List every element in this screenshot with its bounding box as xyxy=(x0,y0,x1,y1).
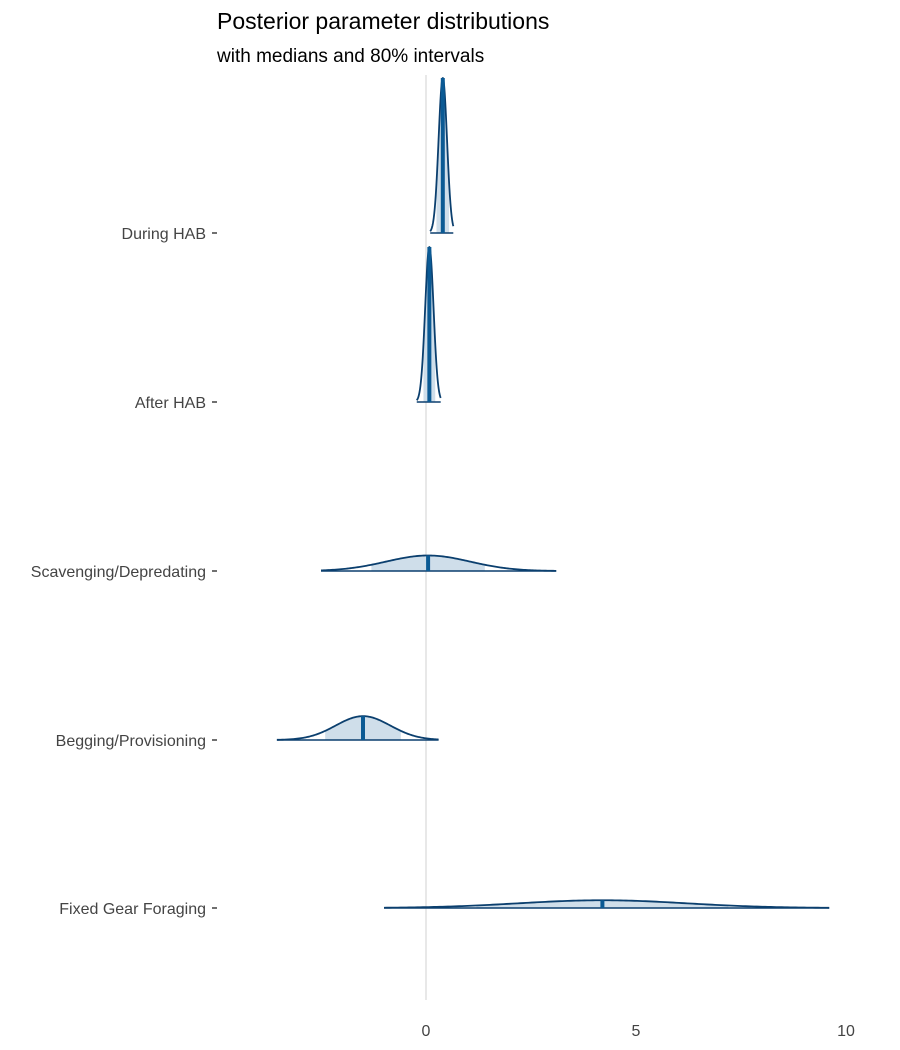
y-label-3: Begging/Provisioning xyxy=(56,733,206,750)
y-label-1: After HAB xyxy=(135,395,206,412)
density-curve-3 xyxy=(276,715,439,741)
chart-title: Posterior parameter distributions xyxy=(217,8,550,34)
density-curve-4 xyxy=(383,899,830,909)
y-label-4: Fixed Gear Foraging xyxy=(59,901,206,918)
y-label-2: Scavenging/Depredating xyxy=(31,564,206,581)
y-label-0: During HAB xyxy=(122,226,206,243)
density-curve-2 xyxy=(320,554,557,572)
x-tick-label-1: 5 xyxy=(632,1023,641,1040)
x-tick-label-2: 10 xyxy=(837,1023,855,1040)
x-tick-label-0: 0 xyxy=(422,1023,431,1040)
chart-subtitle: with medians and 80% intervals xyxy=(217,46,485,67)
